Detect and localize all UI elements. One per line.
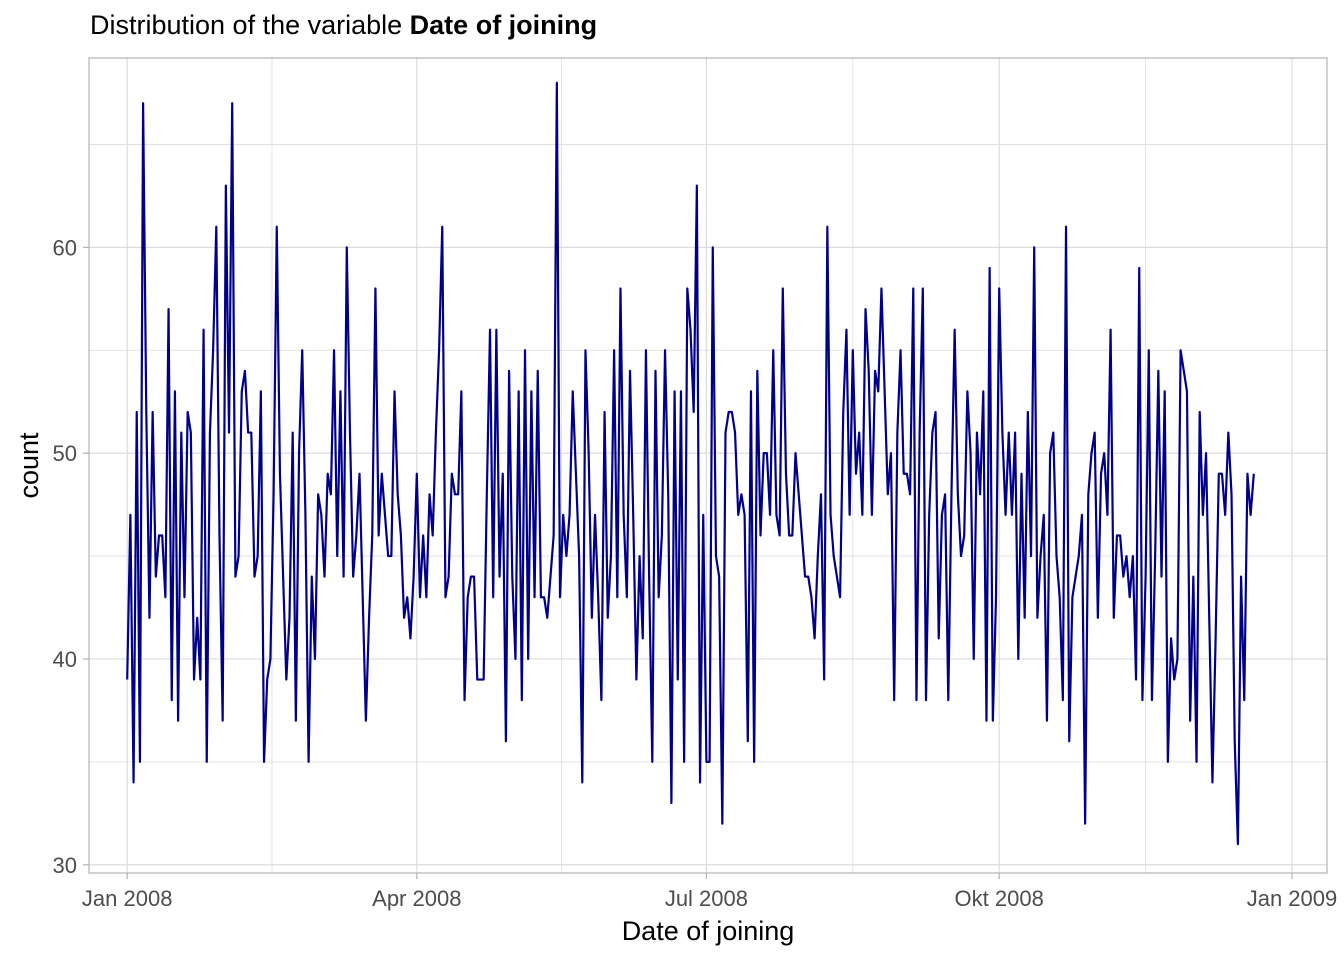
x-tick-label: Apr 2008 — [372, 886, 461, 911]
x-tick-label: Jan 2008 — [82, 886, 173, 911]
x-tick-label: Okt 2008 — [955, 886, 1044, 911]
y-axis-title: count — [14, 432, 44, 499]
y-tick-label: 60 — [53, 235, 77, 260]
y-tick-label: 30 — [53, 853, 77, 878]
chart-title-prefix: Distribution of the variable — [90, 10, 410, 40]
x-tick-label: Jan 2009 — [1247, 886, 1338, 911]
chart-title: Distribution of the variable Date of joi… — [90, 10, 597, 41]
panel-border — [88, 57, 1328, 874]
series-line — [126, 81, 1255, 846]
chart-title-bold: Date of joining — [409, 10, 598, 40]
x-axis-title: Date of joining — [622, 916, 795, 946]
y-tick-label: 50 — [53, 441, 77, 466]
x-tick-label: Jul 2008 — [665, 886, 748, 911]
y-tick-label: 40 — [53, 647, 77, 672]
